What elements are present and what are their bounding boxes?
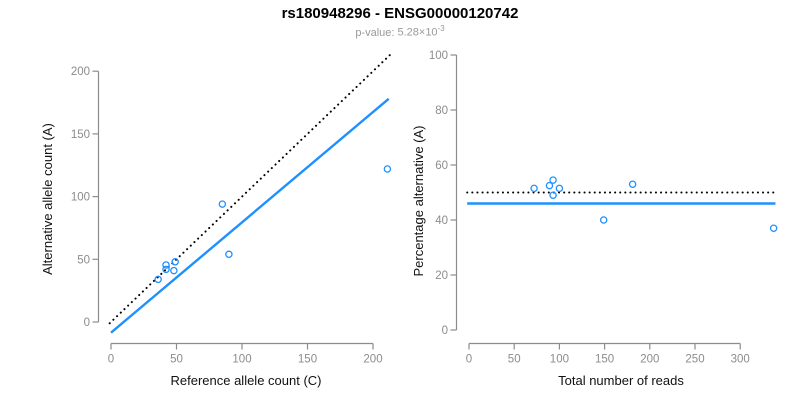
data-point bbox=[555, 184, 564, 193]
x-tick-label: 0 bbox=[108, 354, 114, 366]
right-x-axis-label: Total number of reads bbox=[558, 373, 684, 388]
x-tick-label: 100 bbox=[232, 354, 251, 366]
data-point bbox=[154, 275, 162, 284]
left-y-axis-label: Alternative allele count (A) bbox=[40, 123, 55, 275]
pvalue-base: 10 bbox=[425, 26, 438, 39]
data-point bbox=[549, 191, 557, 199]
data-point bbox=[162, 261, 170, 269]
pvalue-exponent: -3 bbox=[437, 24, 445, 33]
x-tick-label: 200 bbox=[640, 354, 659, 366]
regression-line bbox=[110, 97, 390, 334]
x-tick-label: 50 bbox=[170, 354, 183, 366]
y-tick-label: 0 bbox=[84, 317, 90, 329]
y-tick-label: 200 bbox=[71, 66, 90, 78]
x-tick-label: 200 bbox=[363, 354, 382, 366]
data-point bbox=[628, 180, 637, 188]
pvalue-times-sign: × bbox=[418, 26, 426, 39]
data-point bbox=[549, 176, 557, 184]
y-tick-label: 50 bbox=[77, 254, 90, 266]
data-point bbox=[170, 266, 178, 275]
y-tick-label: 100 bbox=[429, 50, 448, 62]
pvalue-mantissa: 5.28 bbox=[397, 26, 419, 39]
left-x-axis-label: Reference allele count (C) bbox=[170, 373, 321, 388]
chart-title: rs180948296 - ENSG00000120742 bbox=[281, 5, 519, 22]
x-tick-label: 100 bbox=[550, 354, 569, 366]
y-tick-label: 100 bbox=[71, 192, 90, 204]
pvalue-label: p-value: bbox=[355, 26, 395, 39]
data-point bbox=[530, 184, 538, 193]
left-plot: 0 50 100 150 200 0 50 100 150 200 bbox=[71, 53, 392, 366]
x-tick-label: 0 bbox=[466, 354, 472, 366]
y-tick-label: 60 bbox=[435, 160, 448, 172]
data-point bbox=[162, 265, 170, 274]
identity-line bbox=[108, 53, 392, 325]
y-tick-label: 0 bbox=[442, 325, 448, 337]
data-point bbox=[383, 165, 392, 173]
y-tick-label: 40 bbox=[435, 215, 448, 227]
data-point bbox=[171, 258, 179, 266]
x-tick-label: 150 bbox=[595, 354, 614, 366]
right-y-axis-label: Percentage alternative (A) bbox=[411, 125, 426, 276]
chart-subtitle: p-value: 5.28×10-3 bbox=[0, 24, 800, 39]
y-tick-label: 80 bbox=[435, 105, 448, 117]
x-tick-label: 50 bbox=[508, 354, 521, 366]
data-point bbox=[225, 250, 233, 259]
y-tick-label: 150 bbox=[71, 129, 90, 141]
data-point bbox=[769, 224, 778, 232]
y-tick-label: 20 bbox=[435, 270, 448, 282]
x-tick-label: 300 bbox=[731, 354, 750, 366]
data-point bbox=[218, 200, 227, 208]
x-tick-label: 250 bbox=[685, 354, 704, 366]
right-plot: 0 20 40 60 80 100 0 50 100 150 200 250 300 bbox=[429, 50, 778, 366]
x-tick-label: 150 bbox=[298, 354, 317, 366]
data-point bbox=[599, 216, 608, 224]
data-point bbox=[545, 181, 554, 190]
